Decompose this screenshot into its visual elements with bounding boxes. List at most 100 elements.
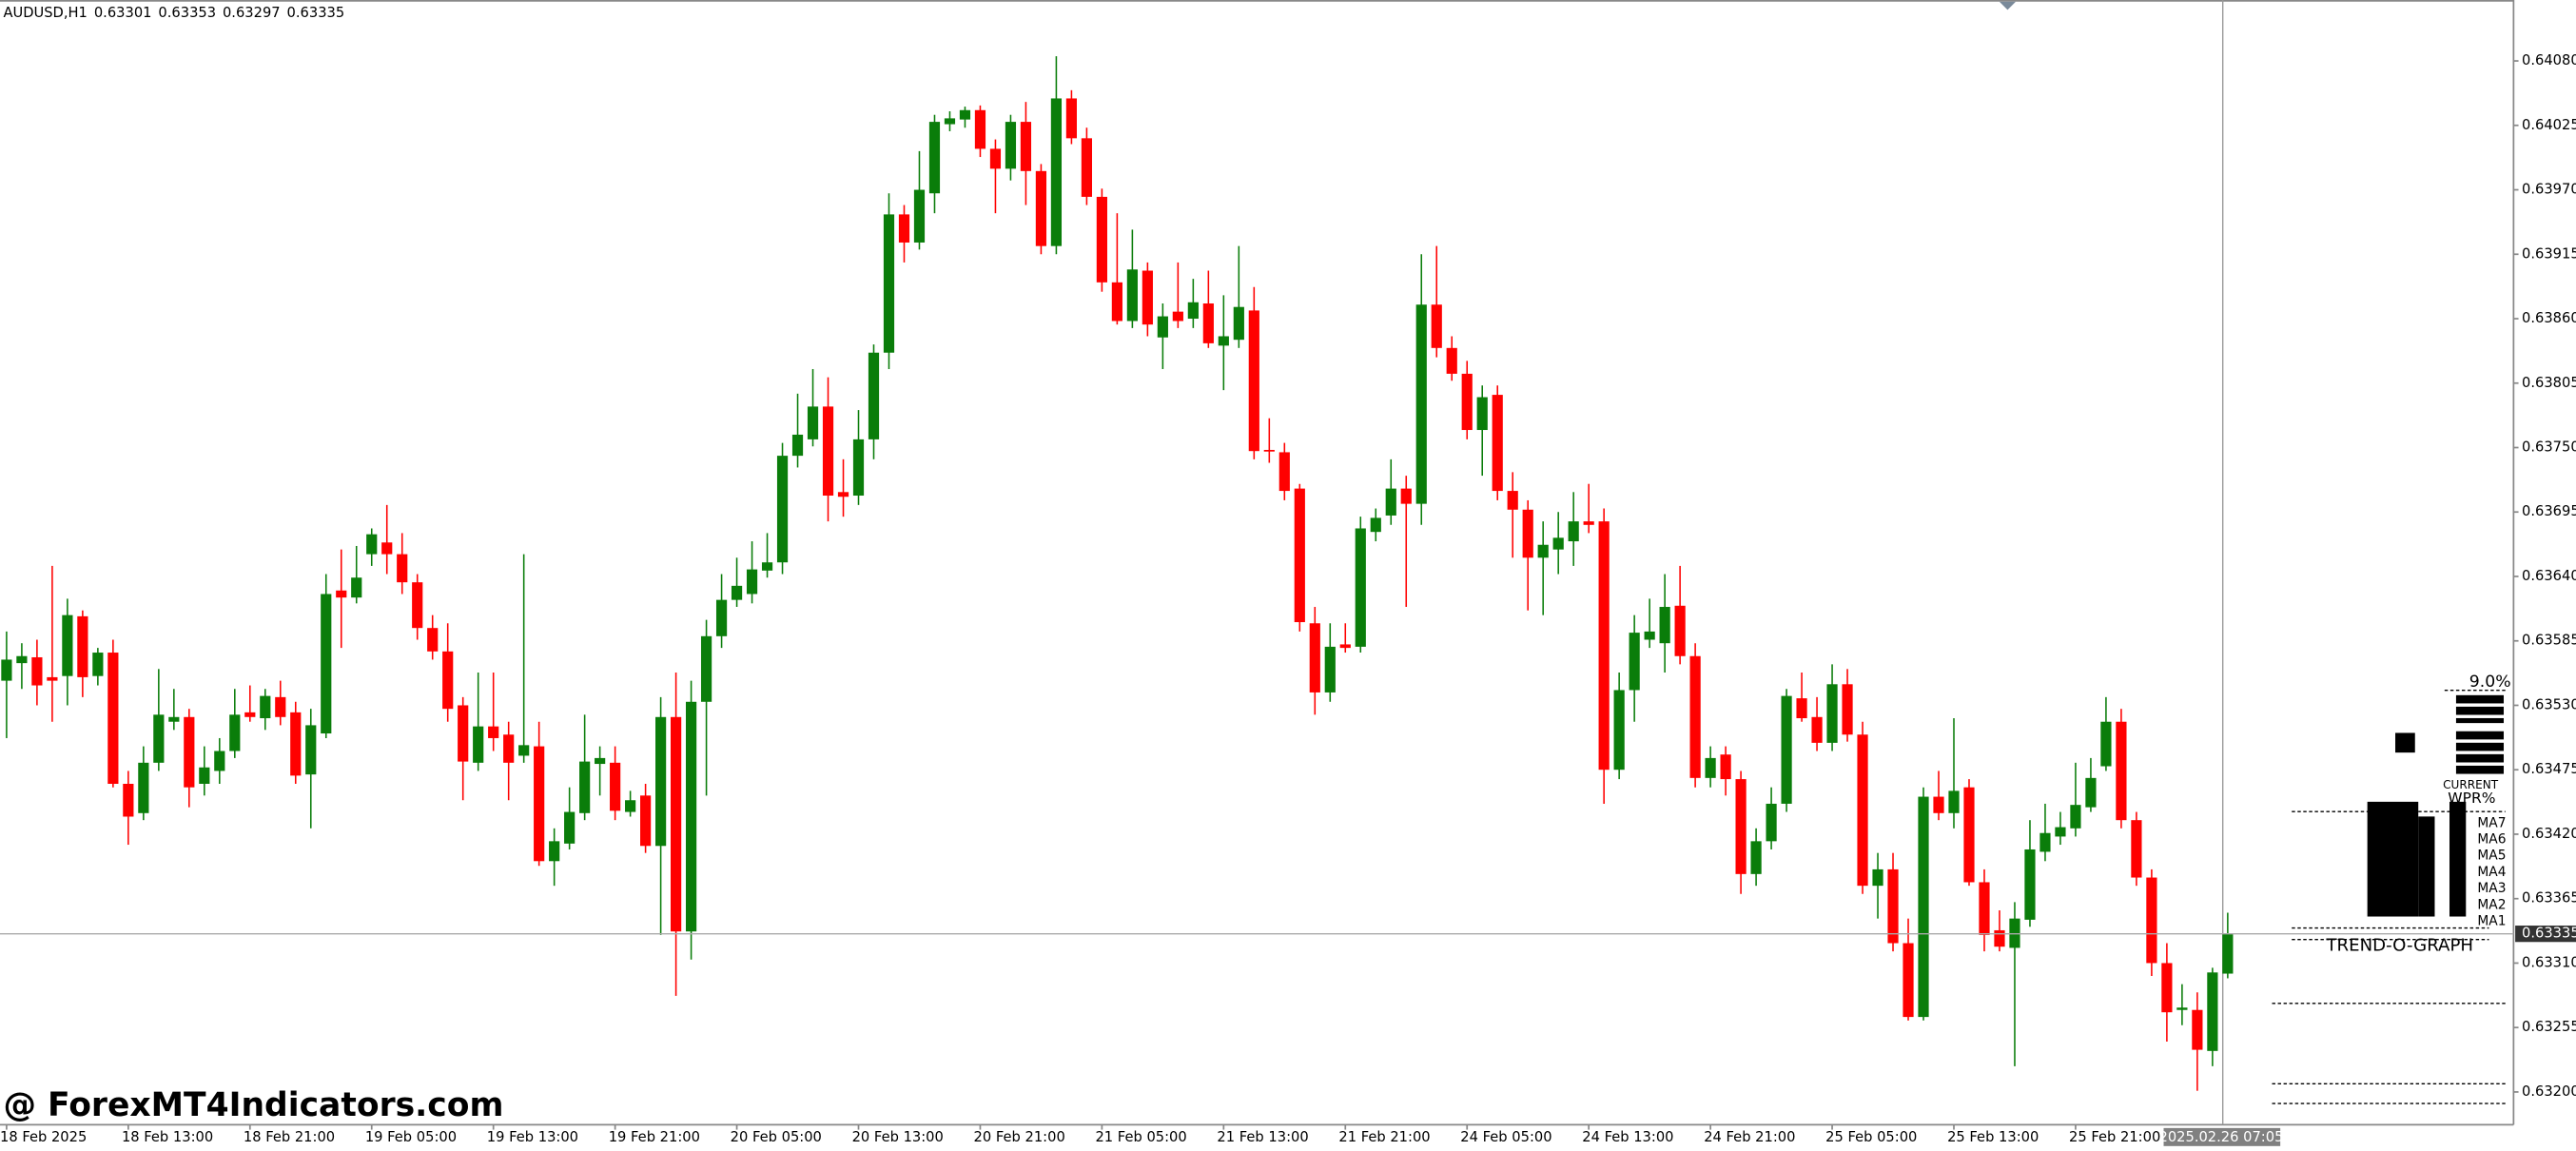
y-tick-label: 0.63365: [2522, 890, 2576, 907]
candle-body: [534, 746, 545, 862]
candle-body: [2039, 832, 2051, 852]
x-tick-label: 20 Feb 05:00: [731, 1129, 822, 1145]
candle-body: [168, 716, 180, 722]
candle-body: [214, 751, 225, 771]
candle-body: [1400, 488, 1412, 504]
candle-body: [260, 695, 271, 719]
candle-body: [1857, 734, 1868, 887]
x-tick-label: 21 Feb 13:00: [1217, 1129, 1308, 1145]
candle-body: [488, 726, 499, 738]
x-tick-label: 24 Feb 21:00: [1704, 1129, 1795, 1145]
x-tick-label: 25 Feb 21:00: [2069, 1129, 2160, 1145]
watermark: @ ForexMT4Indicators.com: [3, 1086, 503, 1124]
ma-label: MA7: [2477, 815, 2506, 830]
candle-body: [1111, 282, 1122, 322]
wpr-bars: [2455, 694, 2505, 774]
candle-body: [974, 109, 986, 149]
candle-body: [1248, 310, 1259, 452]
y-tick-label: 0.64025: [2522, 117, 2576, 133]
candle-body: [1385, 488, 1396, 516]
candle-body: [1918, 796, 1929, 1018]
candle-body: [1126, 269, 1138, 322]
y-tick-label: 0.63915: [2522, 245, 2576, 262]
candle-body: [595, 757, 606, 765]
candle-body: [1355, 528, 1366, 647]
candle-body: [913, 189, 926, 243]
candle-body: [427, 628, 439, 652]
x-tick-label: 24 Feb 13:00: [1582, 1129, 1673, 1145]
candle-body: [1172, 311, 1183, 322]
symbol: AUDUSD,H1: [3, 5, 87, 21]
ma-label: MA6: [2477, 832, 2506, 848]
candle-body: [2055, 827, 2066, 837]
current-label: CURRENT: [2443, 778, 2499, 791]
y-tick-label: 0.63530: [2522, 696, 2576, 712]
candle-body: [1903, 943, 1914, 1018]
x-tick-label: 19 Feb 05:00: [365, 1129, 457, 1145]
candle-body: [655, 716, 667, 847]
y-tick-label: 0.63255: [2522, 1019, 2576, 1035]
candle-body: [1278, 452, 1290, 492]
y-tick-label: 0.63475: [2522, 761, 2576, 777]
y-tick-label: 0.63695: [2522, 503, 2576, 519]
candle-body: [503, 734, 515, 763]
candle-body: [610, 762, 621, 811]
x-tick-label: 25 Feb 05:00: [1825, 1129, 1917, 1145]
x-tick-label: 21 Feb 21:00: [1338, 1129, 1430, 1145]
y-tick-label: 0.64080: [2522, 52, 2576, 68]
header-low: 0.63297: [223, 5, 281, 21]
candle-body: [791, 434, 804, 457]
candle-body: [16, 655, 28, 664]
ma-label: MA4: [2477, 865, 2506, 880]
candle-body: [776, 456, 789, 563]
candle-body: [1568, 521, 1579, 542]
candle-body: [199, 767, 210, 785]
candle-body: [518, 745, 530, 756]
candle-body: [989, 148, 1002, 169]
candle-body: [1263, 449, 1275, 452]
candle-body: [1766, 803, 1777, 842]
candle-body: [700, 635, 712, 702]
candle-body: [1826, 684, 1838, 743]
ma-label: MA2: [2477, 897, 2506, 912]
candle-body: [1674, 605, 1686, 656]
shift-marker: [1999, 1, 2017, 10]
candle-body: [1339, 644, 1351, 649]
price-label: 0.63335: [2522, 926, 2576, 942]
candle-body: [2070, 805, 2081, 829]
candle-body: [1872, 868, 1883, 887]
candle-body: [1233, 306, 1244, 341]
candle-body: [1187, 302, 1199, 320]
x-tick-label: 25 Feb 13:00: [1947, 1129, 2039, 1145]
candle-body: [928, 122, 941, 194]
header: AUDUSD,H1 0.63301 0.63353 0.63297 0.63335: [3, 5, 344, 21]
candle-body: [549, 841, 560, 862]
candle-body: [1202, 303, 1214, 343]
header-high: 0.63353: [158, 5, 216, 21]
candle-body: [458, 705, 469, 762]
candle-body: [2085, 777, 2097, 808]
candle-body: [1933, 796, 1944, 813]
candle-body: [1979, 882, 1990, 935]
candle-body: [2116, 721, 2127, 821]
candle-body: [1142, 270, 1153, 325]
candle-body: [2222, 933, 2234, 974]
price-box: [2515, 926, 2576, 943]
candle-body: [715, 599, 728, 636]
candle-body: [123, 784, 134, 817]
x-tick-label: 18 Feb 2025: [0, 1129, 87, 1145]
candle-body: [2161, 963, 2173, 1013]
candle-body: [1750, 841, 1762, 874]
candle-body: [47, 676, 58, 681]
candle-body: [1492, 395, 1503, 492]
candle-body: [640, 795, 652, 847]
indicator-title: TREND-O-GRAPH: [2325, 936, 2473, 956]
candle-body: [944, 118, 956, 125]
candle-body: [1796, 698, 1807, 719]
candle-body: [321, 594, 332, 734]
y-tick-label: 0.63640: [2522, 568, 2576, 584]
candle-body: [1644, 631, 1655, 640]
candle-body: [1324, 646, 1336, 693]
candle-body: [1081, 138, 1092, 197]
